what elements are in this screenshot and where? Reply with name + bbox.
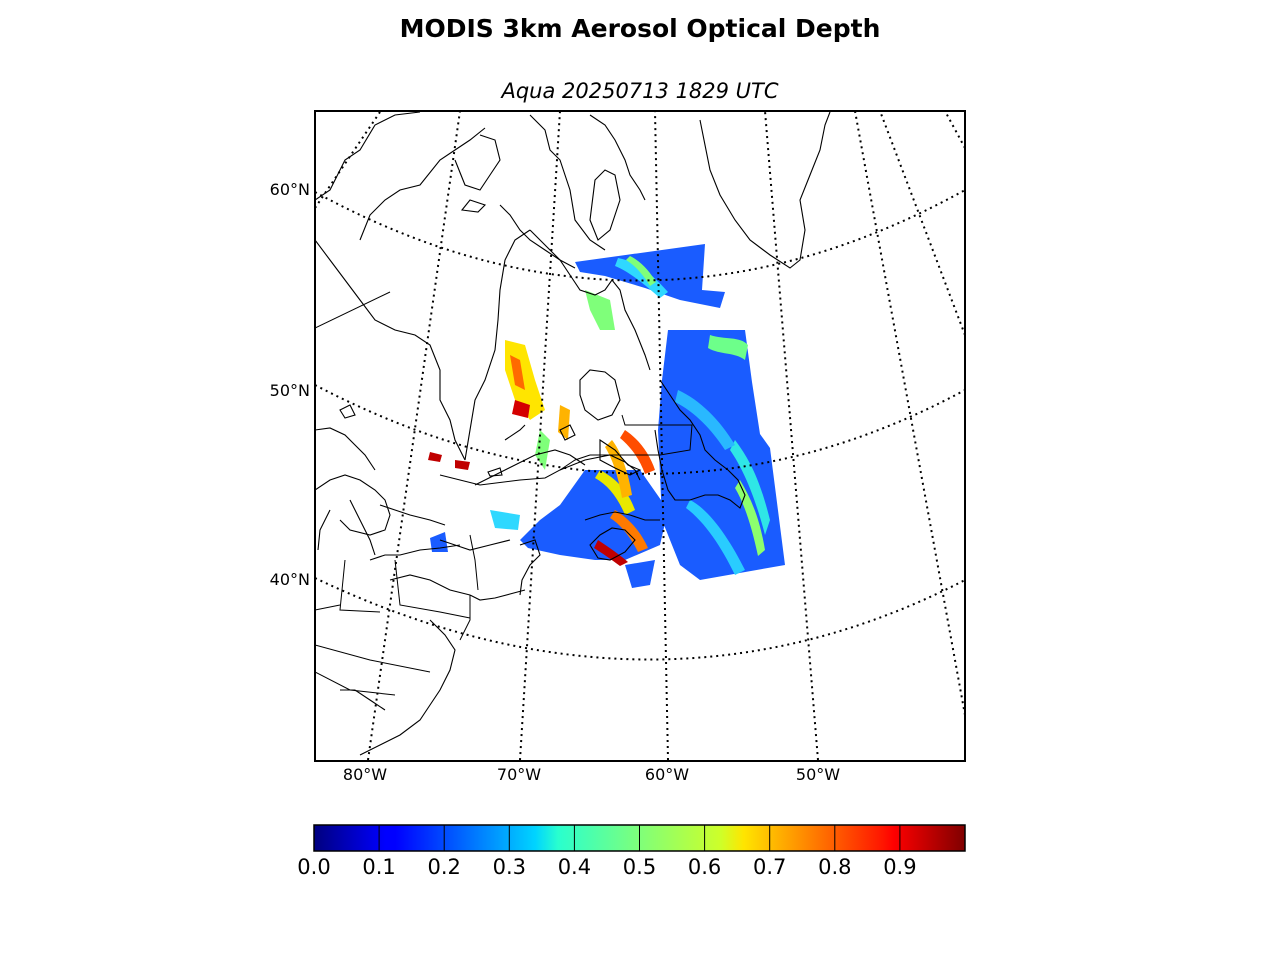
colorbar-tick-label: 0.9 — [883, 855, 917, 879]
graticule-lon-50 — [764, 111, 819, 761]
lon-label-70w: 70°W — [496, 765, 542, 784]
graticule-lon-80 — [367, 111, 461, 761]
lat-label-50: 50°N — [269, 381, 310, 400]
lon-label-80w: 80°W — [342, 765, 388, 784]
graticule-lat-50 — [315, 384, 965, 475]
colorbar-tick-label: 0.7 — [752, 855, 787, 879]
lat-label-40: 40°N — [269, 570, 310, 589]
coastlines — [315, 111, 831, 756]
graticule-lon-20 — [944, 111, 965, 149]
graticule — [315, 111, 965, 761]
aod-swath — [428, 244, 785, 588]
graticule-lon-70 — [519, 111, 561, 761]
graticule-lon-90 — [315, 111, 381, 209]
political-borders — [315, 291, 693, 696]
colorbar-tick-label: 0.6 — [687, 855, 722, 879]
colorbar — [313, 824, 966, 852]
graticule-lon-30 — [879, 111, 965, 336]
graticule-lon-40 — [854, 111, 965, 716]
colorbar-tick-label: 0.5 — [622, 855, 657, 879]
colorbar-tick-label: 0.4 — [557, 855, 592, 879]
graticule-lat-40 — [315, 577, 965, 661]
map-frame — [314, 110, 966, 762]
colorbar-tick-label: 0.1 — [362, 855, 396, 879]
colorbar-tick-label: 0.3 — [492, 855, 526, 879]
lat-label-60: 60°N — [269, 180, 310, 199]
colorbar-tick-label: 0.0 — [297, 855, 331, 879]
graticule-lon-60 — [654, 111, 669, 761]
lon-label-60w: 60°W — [644, 765, 690, 784]
colorbar-tick-label: 0.8 — [818, 855, 852, 879]
colorbar-tick-label: 0.2 — [427, 855, 461, 879]
map-title: MODIS 3km Aerosol Optical Depth — [399, 14, 881, 43]
map-area — [315, 111, 965, 761]
map-subtitle: Aqua 20250713 1829 UTC — [501, 79, 779, 103]
lon-label-50w: 50°W — [795, 765, 841, 784]
